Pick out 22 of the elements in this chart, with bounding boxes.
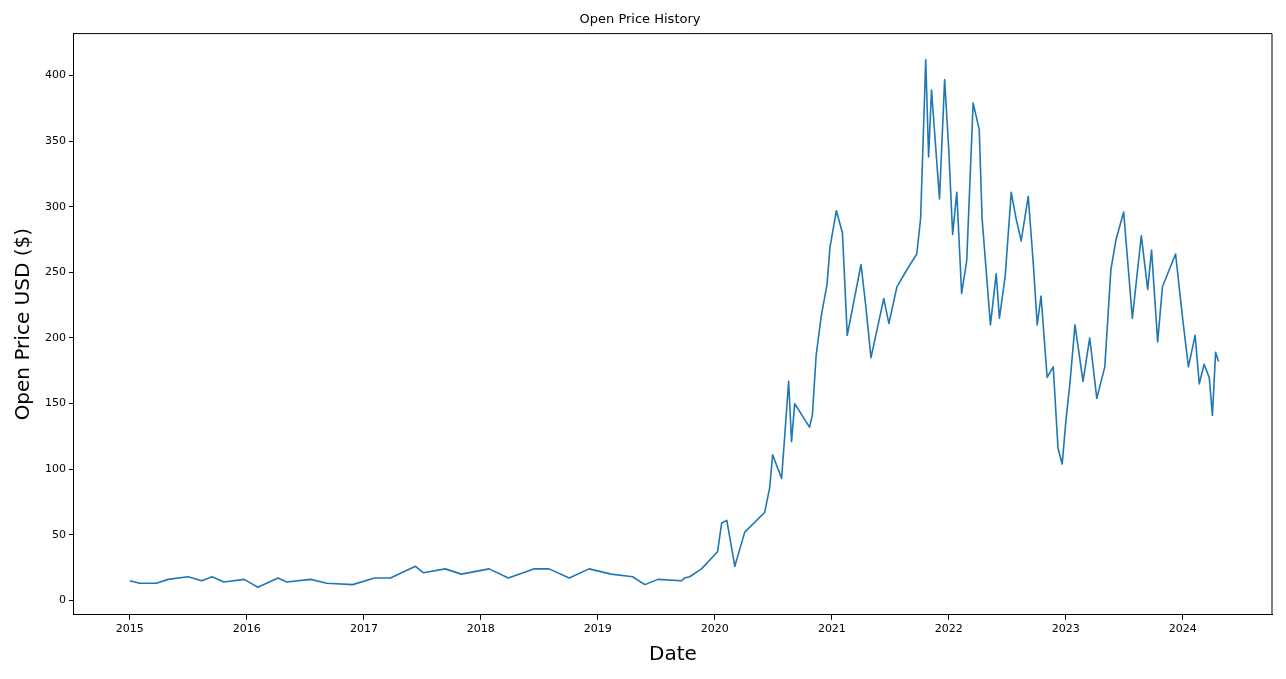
x-tick-label: 2018 (466, 622, 495, 636)
x-tick-label: 2017 (349, 622, 378, 636)
y-tick-label: 50 (52, 527, 66, 541)
x-tick-label: 2016 (232, 622, 261, 636)
y-tick-label: 300 (45, 199, 66, 213)
y-tick-label: 200 (45, 330, 66, 344)
y-tick-label: 150 (45, 396, 66, 410)
x-tick-label: 2020 (700, 622, 729, 636)
y-tick-label: 350 (45, 134, 66, 148)
y-axis-title: Open Price USD ($) (10, 228, 35, 421)
x-tick-label: 2023 (1051, 622, 1080, 636)
y-tick-label: 400 (45, 68, 66, 82)
x-tick-label: 2021 (817, 622, 846, 636)
y-tick-label: 250 (45, 265, 66, 279)
x-axis-title: Date (649, 641, 697, 666)
x-tick-label: 2022 (934, 622, 963, 636)
y-tick-label: 100 (45, 462, 66, 476)
y-tick-label: 0 (59, 593, 66, 607)
x-tick-label: 2024 (1168, 622, 1197, 636)
x-tick-label: 2015 (115, 622, 144, 636)
x-tick-label: 2019 (583, 622, 612, 636)
chart-title: Open Price History (579, 11, 701, 27)
